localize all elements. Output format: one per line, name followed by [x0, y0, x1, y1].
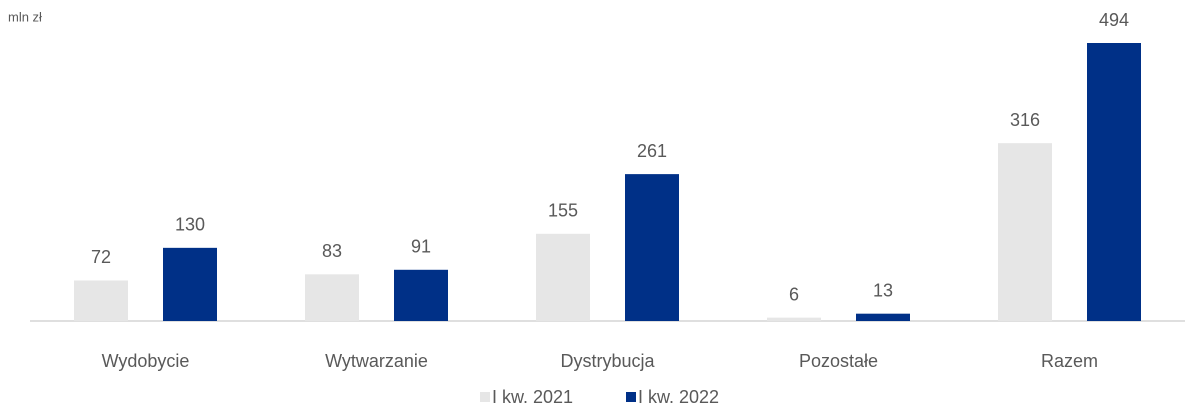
- value-label: 72: [91, 247, 111, 267]
- bar: [305, 274, 359, 321]
- legend-label: I kw. 2021: [492, 387, 573, 407]
- value-label: 316: [1010, 110, 1040, 130]
- bar: [536, 233, 590, 321]
- x-tick-label: Dystrybucja: [560, 351, 655, 371]
- value-label: 261: [637, 141, 667, 161]
- x-tick-label: Wytwarzanie: [325, 351, 428, 371]
- value-label: 494: [1099, 10, 1129, 30]
- bar: [74, 280, 128, 321]
- x-tick-label: Pozostałe: [799, 351, 878, 371]
- value-label: 13: [873, 280, 893, 300]
- bar: [1087, 43, 1141, 321]
- bar: [394, 269, 448, 321]
- x-tick-label: Wydobycie: [102, 351, 190, 371]
- legend-swatch: [626, 392, 636, 402]
- value-label: 155: [548, 201, 578, 221]
- bar: [856, 313, 910, 321]
- y-axis-label: mln zł: [8, 9, 42, 24]
- bar: [163, 247, 217, 321]
- value-label: 91: [411, 237, 431, 257]
- legend-swatch: [480, 392, 490, 402]
- bar: [767, 317, 821, 321]
- value-label: 130: [175, 215, 205, 235]
- bar: [998, 143, 1052, 321]
- value-label: 83: [322, 241, 342, 261]
- value-label: 6: [789, 284, 799, 304]
- bar: [625, 174, 679, 321]
- x-tick-label: Razem: [1041, 351, 1098, 371]
- legend-label: I kw. 2022: [638, 387, 719, 407]
